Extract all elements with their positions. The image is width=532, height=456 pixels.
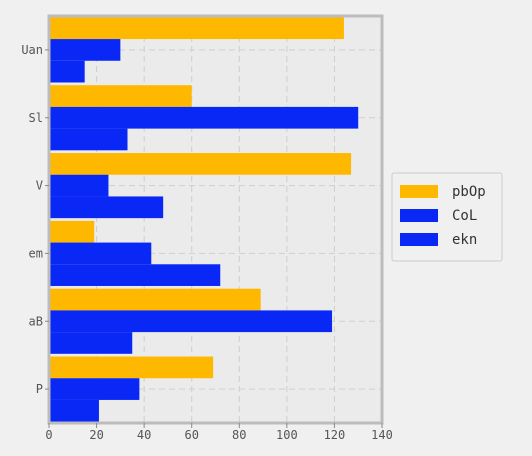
- bar-CoL-Sl: [49, 106, 359, 129]
- plot-frame: [47, 14, 384, 425]
- bar-ekn-P: [49, 399, 99, 422]
- legend-swatch: [400, 185, 438, 198]
- bar-ekn-Sl: [49, 128, 128, 151]
- bar-CoL-Uan: [49, 39, 121, 61]
- bar-ekn-aB: [49, 332, 133, 354]
- bar-pbOp-Sl: [49, 85, 192, 107]
- legend-label: CoL: [452, 208, 477, 224]
- legend-swatch: [400, 209, 438, 222]
- x-tick-label: 120: [324, 428, 346, 442]
- legend: pbOp CoL ekn: [391, 172, 503, 262]
- x-tick-label: 0: [45, 428, 52, 442]
- legend-swatch: [400, 233, 438, 246]
- y-tick-label: V: [36, 179, 43, 193]
- x-tick-label: 60: [184, 428, 198, 442]
- x-tick-label: 20: [89, 428, 103, 442]
- bar-pbOp-P: [49, 356, 214, 379]
- bar-pbOp-Uan: [49, 17, 344, 40]
- bar-CoL-aB: [49, 310, 333, 333]
- x-tick-label: 100: [276, 428, 298, 442]
- plot-background: [49, 16, 382, 423]
- bar-CoL-P: [49, 378, 140, 400]
- bar-pbOp-V: [49, 153, 352, 175]
- bars: [49, 17, 359, 422]
- legend-label: ekn: [452, 232, 477, 248]
- bar-pbOp-aB: [49, 288, 261, 311]
- bar-ekn-Uan: [49, 60, 85, 83]
- legend-label: pbOp: [452, 184, 486, 200]
- bar-CoL-V: [49, 174, 109, 197]
- y-tick-label: aB: [29, 314, 43, 328]
- y-tick-label: Uan: [21, 43, 43, 57]
- y-tick-label: Sl: [29, 111, 43, 125]
- bar-pbOp-em: [49, 220, 95, 243]
- bar-ekn-V: [49, 196, 164, 219]
- y-tick-label: em: [29, 246, 43, 260]
- bar-ekn-em: [49, 264, 221, 286]
- y-tick-label: P: [36, 382, 43, 396]
- x-tick-label: 40: [137, 428, 151, 442]
- x-tick-label: 80: [232, 428, 246, 442]
- x-tick-label: 140: [371, 428, 393, 442]
- y-axis: Uan Sl Vem aB P: [21, 43, 49, 396]
- x-axis: 0 20 40 60 80 100 120 140: [45, 423, 393, 442]
- bar-CoL-em: [49, 242, 152, 265]
